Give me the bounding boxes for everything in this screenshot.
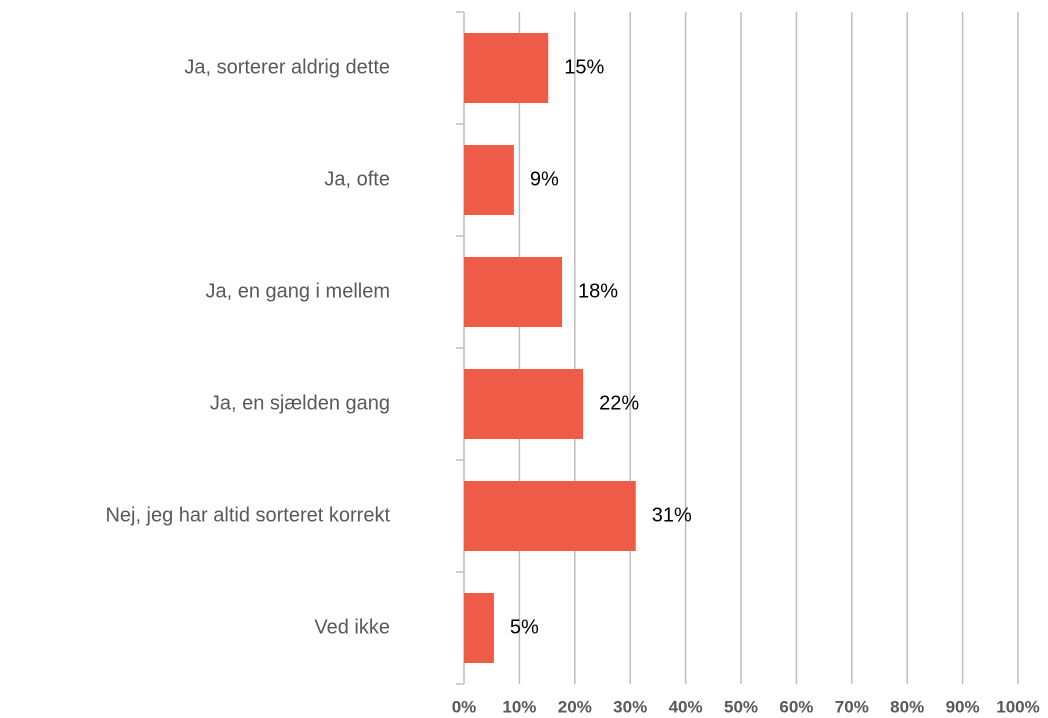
- x-tick-label: 30%: [613, 697, 647, 716]
- x-tick-label: 80%: [890, 697, 924, 716]
- x-tick-label: 60%: [779, 697, 813, 716]
- category-label: Ja, en sjælden gang: [210, 392, 390, 414]
- x-tick-label: 90%: [946, 697, 980, 716]
- bar: [464, 257, 563, 327]
- bar: [464, 33, 549, 103]
- bar: [464, 593, 494, 663]
- category-label: Ved ikke: [314, 616, 390, 638]
- value-label: 5%: [510, 616, 539, 638]
- x-tick-label: 100%: [996, 697, 1039, 716]
- value-label: 22%: [599, 392, 639, 414]
- x-tick-label: 0%: [452, 697, 477, 716]
- value-label: 9%: [530, 168, 559, 190]
- category-label: Ja, en gang i mellem: [205, 280, 390, 302]
- x-tick-label: 70%: [835, 697, 869, 716]
- x-tick-label: 50%: [724, 697, 758, 716]
- category-label: Ja, ofte: [324, 168, 390, 190]
- category-label: Ja, sorterer aldrig dette: [184, 56, 390, 78]
- value-label: 31%: [652, 504, 692, 526]
- bar: [464, 369, 584, 439]
- value-label: 15%: [564, 56, 604, 78]
- category-label: Nej, jeg har altid sorteret korrekt: [105, 504, 390, 526]
- bar: [464, 481, 636, 551]
- x-tick-label: 20%: [558, 697, 592, 716]
- value-label: 18%: [578, 280, 618, 302]
- x-tick-label: 10%: [502, 697, 536, 716]
- x-tick-label: 40%: [669, 697, 703, 716]
- bar: [464, 145, 514, 215]
